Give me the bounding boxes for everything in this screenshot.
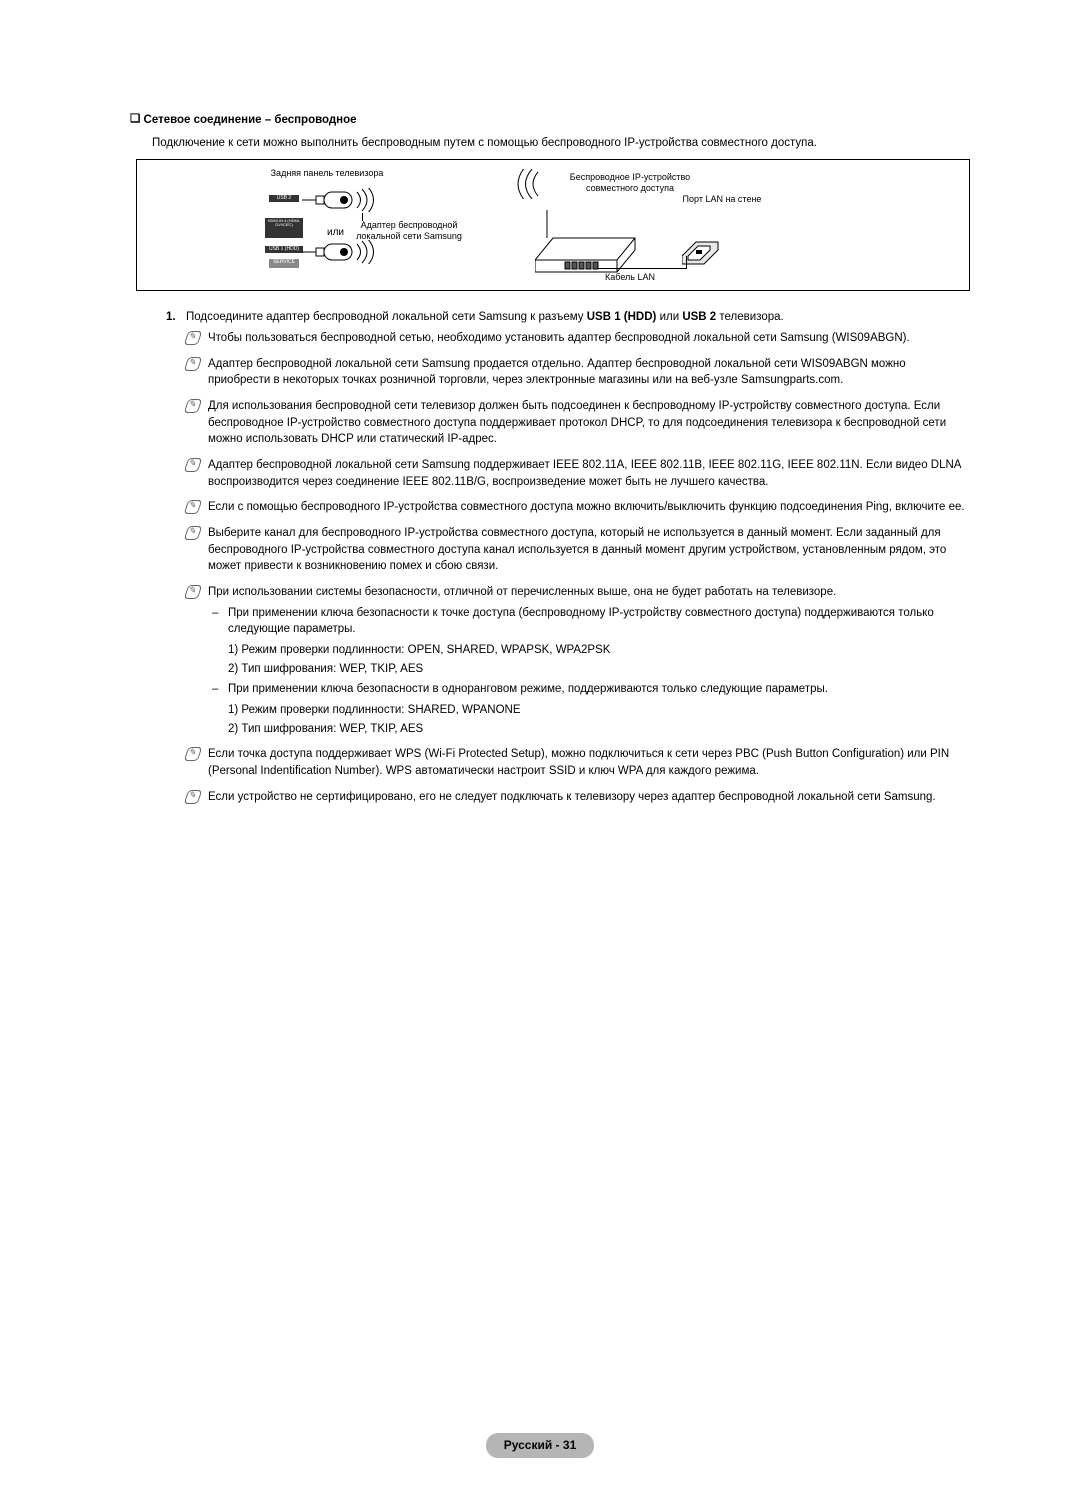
- page: Сетевое соединение – беспроводное Подклю…: [0, 0, 1080, 1488]
- note-item: Если с помощью беспроводного IP-устройст…: [208, 499, 970, 516]
- note-item: Адаптер беспроводной локальной сети Sams…: [208, 356, 970, 389]
- diagram: Задняя панель телевизора USB 2 HDMI IN 4…: [136, 159, 970, 291]
- usb-adapter-icon-2: [302, 240, 382, 264]
- intro-text: Подключение к сети можно выполнить беспр…: [152, 135, 970, 152]
- wall-socket-icon: [682, 236, 722, 266]
- num-item: 2) Тип шифрования: WEP, TKIP, AES: [228, 661, 970, 678]
- notes-list: Чтобы пользоваться беспроводной сетью, н…: [186, 330, 970, 805]
- note-item: Выберите канал для беспроводного IP-устр…: [208, 525, 970, 575]
- diag-tv-caption: Задняя панель телевизора: [227, 168, 427, 179]
- diag-lan-cable: Кабель LAN: [595, 272, 665, 283]
- diag-router-caption: Беспроводное IP-устройство совместного д…: [550, 172, 710, 194]
- dash-item: При применении ключа безопасности к точк…: [228, 605, 970, 678]
- note-item: Если устройство не сертифицировано, его …: [208, 789, 970, 806]
- dash-list: При применении ключа безопасности к точк…: [208, 605, 970, 738]
- note-item: Для использования беспроводной сети теле…: [208, 398, 970, 448]
- note-item: При использовании системы безопасности, …: [208, 584, 970, 737]
- num-item: 2) Тип шифрования: WEP, TKIP, AES: [228, 721, 970, 738]
- note-item: Чтобы пользоваться беспроводной сетью, н…: [208, 330, 970, 347]
- footer: Русский - 31: [0, 1433, 1080, 1458]
- step-1: Подсоедините адаптер беспроводной локаль…: [186, 309, 970, 805]
- diag-or: или: [327, 227, 344, 239]
- wifi-arc-icon: [513, 169, 543, 199]
- numbered-sublist: 1) Режим проверки подлинности: OPEN, SHA…: [228, 642, 970, 677]
- router-icon: [535, 210, 645, 280]
- num-item: 1) Режим проверки подлинности: OPEN, SHA…: [228, 642, 970, 659]
- diag-hdmi-port: HDMI IN 4 (HDMI-DVI/CEC): [265, 218, 303, 238]
- usb-adapter-icon-1: [302, 188, 382, 212]
- diag-adapter-caption: Адаптер беспроводной локальной сети Sams…: [349, 220, 469, 242]
- diag-wall-port: Порт LAN на стене: [662, 194, 782, 205]
- steps-list: Подсоедините адаптер беспроводной локаль…: [130, 309, 970, 805]
- diag-usb1-port: USB 1 (HDD): [265, 246, 303, 253]
- note-item: Адаптер беспроводной локальной сети Sams…: [208, 457, 970, 490]
- section-title: Сетевое соединение – беспроводное: [130, 112, 970, 129]
- diag-service-port: SERVICE: [269, 259, 299, 268]
- step1-text: Подсоедините адаптер беспроводной локаль…: [186, 311, 784, 323]
- page-number-pill: Русский - 31: [486, 1433, 595, 1458]
- diag-usb2-port: USB 2: [269, 195, 299, 202]
- dash-item: При применении ключа безопасности в одно…: [228, 681, 970, 737]
- num-item: 1) Режим проверки подлинности: SHARED, W…: [228, 702, 970, 719]
- numbered-sublist: 1) Режим проверки подлинности: SHARED, W…: [228, 702, 970, 737]
- note-item: Если точка доступа поддерживает WPS (Wi-…: [208, 746, 970, 779]
